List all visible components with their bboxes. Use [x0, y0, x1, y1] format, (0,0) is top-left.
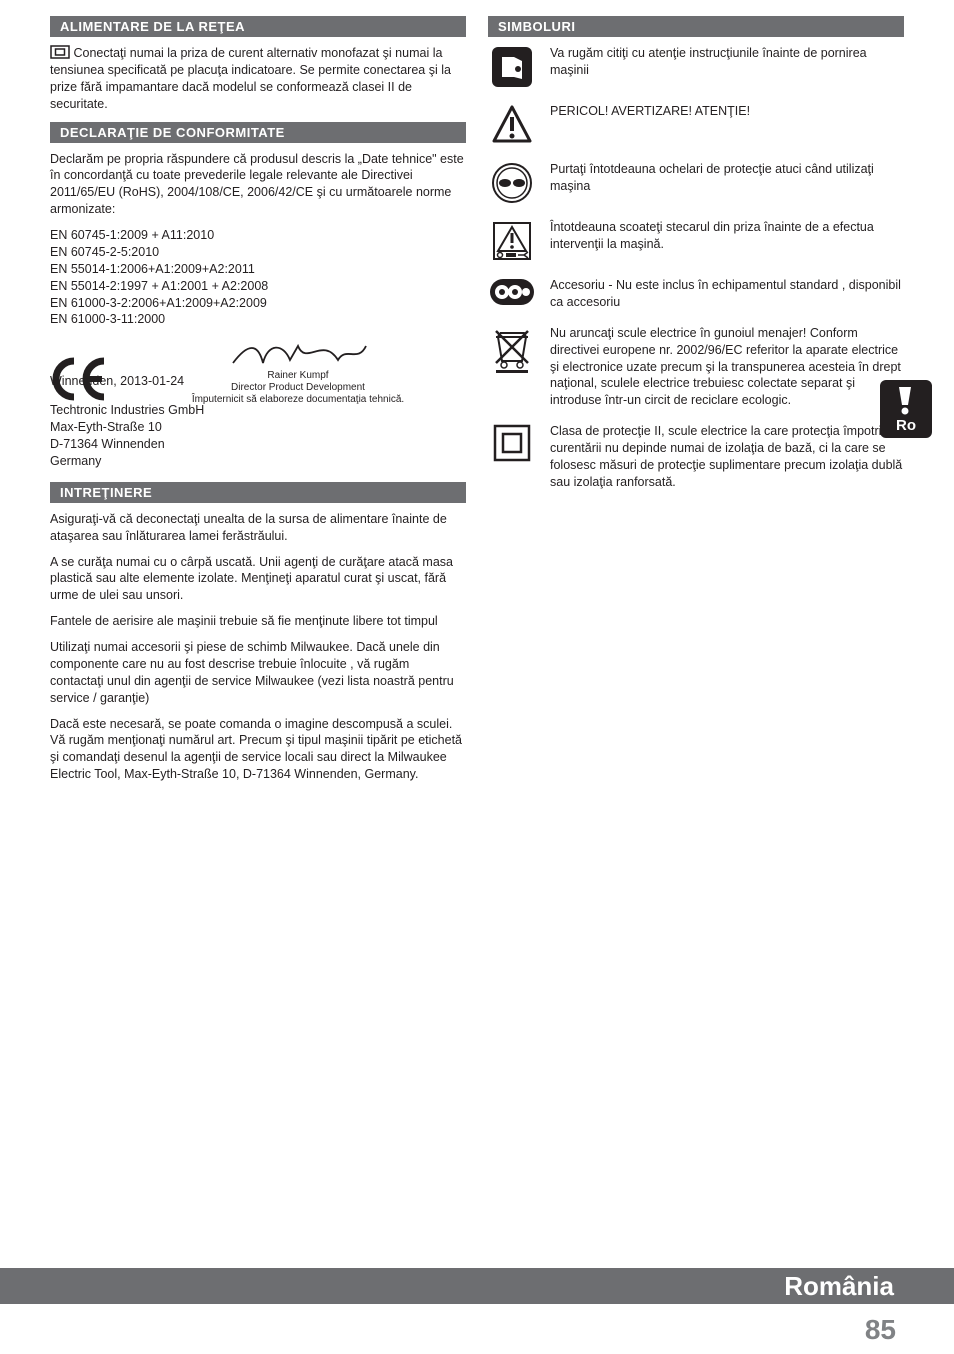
section-title-maintenance: INTREŢINERE [50, 482, 466, 503]
standard-line: EN 55014-2:1997 + A1:2001 + A2:2008 [50, 278, 466, 295]
symbol-row: PERICOL! AVERTIZARE! ATENŢIE! [488, 103, 904, 147]
symbol-row: Clasa de protecţie II, scule electrice l… [488, 423, 904, 491]
section-title-conformity: DECLARAŢIE DE CONFORMITATE [50, 122, 466, 143]
maint-p: Asiguraţi-vă că deconectaţi unealta de l… [50, 511, 466, 545]
class2-icon [488, 423, 536, 463]
signature-icon [228, 338, 368, 368]
standard-line: EN 61000-3-2:2006+A1:2009+A2:2009 [50, 295, 466, 312]
symbol-text: Accesoriu - Nu este inclus în echipament… [550, 277, 904, 311]
power-text: Conectaţi numai la priza de curent alter… [50, 45, 466, 113]
address-line: Max-Eyth-Straße 10 [50, 419, 466, 436]
symbol-text: Întotdeauna scoateţi stecarul din priza … [550, 219, 904, 253]
symbol-row: Va rugăm citiţi cu atenţie instrucţiunil… [488, 45, 904, 89]
maint-p: Fantele de aerisire ale maşinii trebuie … [50, 613, 466, 630]
address-line: D-71364 Winnenden [50, 436, 466, 453]
weee-icon [488, 325, 536, 375]
symbol-row: Nu aruncaţi scule electrice în gunoiul m… [488, 325, 904, 409]
warning-icon [488, 103, 536, 147]
class2-inline-icon [50, 45, 70, 59]
symbol-text: Nu aruncaţi scule electrice în gunoiul m… [550, 325, 904, 409]
maint-p: Utilizaţi numai accesorii şi piese de sc… [50, 639, 466, 707]
standards-list: EN 60745-1:2009 + A11:2010 EN 60745-2-5:… [50, 227, 466, 328]
section-title-power: ALIMENTARE DE LA REŢEA [50, 16, 466, 37]
signature-row: Rainer Kumpf Director Product Developmen… [50, 338, 466, 406]
company-address: Techtronic Industries GmbH Max-Eyth-Stra… [50, 402, 466, 470]
maint-p: Dacă este necesară, se poate comanda o i… [50, 716, 466, 784]
signature-date: Winnenden, 2013-01-24 [50, 374, 466, 388]
standard-line: EN 55014-1:2006+A1:2009+A2:2011 [50, 261, 466, 278]
symbol-row: Întotdeauna scoateţi stecarul din priza … [488, 219, 904, 263]
manual-icon [488, 45, 536, 89]
page-number: 85 [865, 1314, 896, 1346]
standard-line: EN 60745-2-5:2010 [50, 244, 466, 261]
maint-p: A se curăţa numai cu o cârpă uscată. Uni… [50, 554, 466, 605]
standard-line: EN 60745-1:2009 + A11:2010 [50, 227, 466, 244]
unplug-icon [488, 219, 536, 263]
symbol-row: Accesoriu - Nu este inclus în echipament… [488, 277, 904, 311]
conformity-declaration: Declarăm pe propria răspundere că produs… [50, 151, 466, 219]
power-text-content: Conectaţi numai la priza de curent alter… [50, 46, 451, 111]
symbol-text: PERICOL! AVERTIZARE! ATENŢIE! [550, 103, 904, 120]
exclamation-icon [891, 385, 921, 415]
symbol-text: Purtaţi întotdeauna ochelari de protecţi… [550, 161, 904, 195]
section-title-symbols: SIMBOLURI [488, 16, 904, 37]
footer-bar: România [0, 1268, 954, 1304]
language-badge: Ro [880, 380, 932, 438]
language-badge-label: Ro [896, 417, 916, 434]
symbol-text: Va rugăm citiţi cu atenţie instrucţiunil… [550, 45, 904, 79]
footer-language: România [784, 1271, 894, 1302]
symbol-row: Purtaţi întotdeauna ochelari de protecţi… [488, 161, 904, 205]
goggles-icon [488, 161, 536, 205]
accessory-icon [488, 277, 536, 307]
standard-line: EN 61000-3-11:2000 [50, 311, 466, 328]
symbol-text: Clasa de protecţie II, scule electrice l… [550, 423, 904, 491]
address-line: Germany [50, 453, 466, 470]
